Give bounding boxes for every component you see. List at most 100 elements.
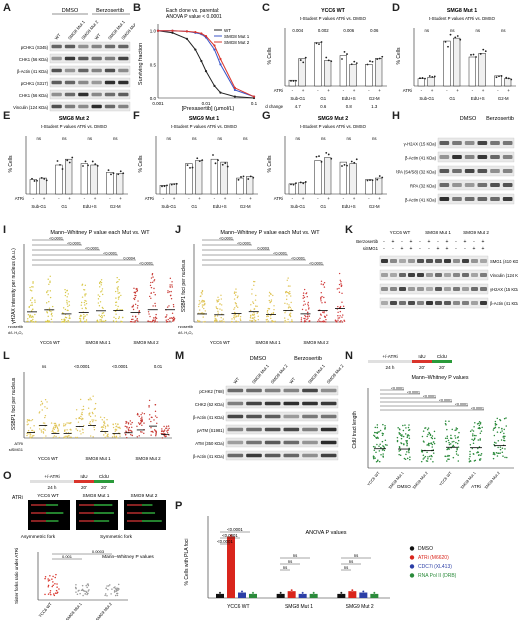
data-point (134, 296, 136, 299)
data-point (384, 444, 387, 446)
replicate-dot (507, 77, 510, 80)
chart-title: Mann–Whitney P values (411, 375, 468, 381)
blot-band (118, 104, 129, 109)
data-point (426, 460, 429, 462)
atri-sign: + (249, 196, 252, 201)
panel-label-j: J (175, 224, 182, 236)
bar (80, 163, 88, 195)
atri-sign: + (507, 88, 510, 93)
data-point (85, 293, 87, 295)
data-point (215, 306, 217, 308)
p-value: ns (166, 136, 171, 141)
data-point (217, 296, 219, 299)
data-point (322, 311, 324, 313)
blot-band (477, 155, 488, 159)
blot-band (408, 287, 415, 291)
data-point (51, 430, 53, 433)
data-point (68, 304, 71, 306)
bar (359, 592, 368, 598)
bar (159, 185, 167, 195)
data-point (172, 306, 175, 308)
data-point (204, 35, 208, 38)
blot-band (246, 388, 262, 393)
blot-row-label: Vinculin (124 KDa) (13, 105, 48, 110)
p-value: <0.0001 (49, 236, 63, 240)
data-point (337, 305, 339, 308)
western-blot-h: DMSO Berzosertib γ-H2AX (15 KDa)β-Actin … (396, 116, 515, 205)
data-point (153, 319, 155, 321)
data-point (477, 451, 480, 453)
data-point (156, 416, 158, 419)
replicate-dot (495, 76, 498, 79)
bar (427, 77, 435, 87)
blot-m-dmso-label: DMSO (250, 356, 267, 362)
bar (298, 593, 307, 598)
data-point (89, 415, 92, 418)
data-point (289, 315, 292, 318)
data-point (406, 444, 408, 447)
data-point (167, 290, 169, 292)
data-point (86, 586, 88, 589)
data-point (173, 316, 175, 318)
y-axis-label: % Cells (138, 155, 144, 172)
blot-band (51, 44, 62, 49)
data-point (130, 423, 132, 425)
data-point (64, 316, 67, 319)
blot-band (264, 440, 281, 445)
tick-label-y: 0.5 (150, 62, 157, 67)
data-point (169, 277, 172, 280)
blot-band (490, 183, 500, 187)
replicate-dot (330, 157, 333, 160)
data-point (151, 320, 154, 323)
data-point (291, 319, 293, 321)
blot-band (439, 141, 450, 145)
replicate-dot (110, 173, 112, 176)
data-point (171, 29, 174, 32)
data-point (134, 320, 136, 322)
bar (39, 177, 47, 195)
data-point (136, 436, 138, 438)
blot-band (490, 141, 500, 145)
data-point (505, 417, 507, 419)
data-point (64, 437, 66, 439)
data-point (87, 407, 90, 409)
p-value: 0.01 (154, 364, 163, 369)
atri-sign: - (163, 196, 165, 201)
replicate-dot (315, 155, 318, 158)
data-point (305, 320, 307, 323)
replicate-dot (376, 178, 379, 181)
data-point (335, 320, 338, 323)
data-point (76, 593, 79, 596)
data-point (166, 432, 169, 434)
data-point (151, 281, 154, 283)
data-point (222, 318, 225, 320)
data-point (114, 587, 117, 590)
atri-sign: - (214, 196, 216, 201)
data-point (126, 436, 128, 439)
data-point (27, 429, 30, 432)
data-point (81, 588, 84, 591)
data-point (45, 435, 47, 437)
blot-band (264, 414, 281, 419)
data-point (251, 317, 254, 319)
data-point (51, 315, 53, 317)
data-point (132, 304, 135, 307)
data-point (100, 319, 102, 321)
atri-sign: - (239, 196, 241, 201)
data-point (249, 315, 252, 317)
data-point (66, 296, 68, 298)
bar (348, 591, 357, 598)
replicate-dot (175, 182, 178, 185)
data-point (43, 437, 45, 439)
data-point (217, 310, 219, 313)
p-value: <0.0001 (219, 236, 233, 240)
atri-sign: + (327, 196, 330, 201)
blot-strip (49, 65, 131, 76)
data-point (285, 291, 287, 294)
group-label: YCC6 WT (38, 456, 59, 461)
data-point (116, 594, 119, 597)
data-point (270, 312, 273, 315)
replicate-dot (295, 79, 297, 82)
data-point (32, 281, 34, 283)
group-label: SMG8 Mut 1 (255, 340, 281, 345)
